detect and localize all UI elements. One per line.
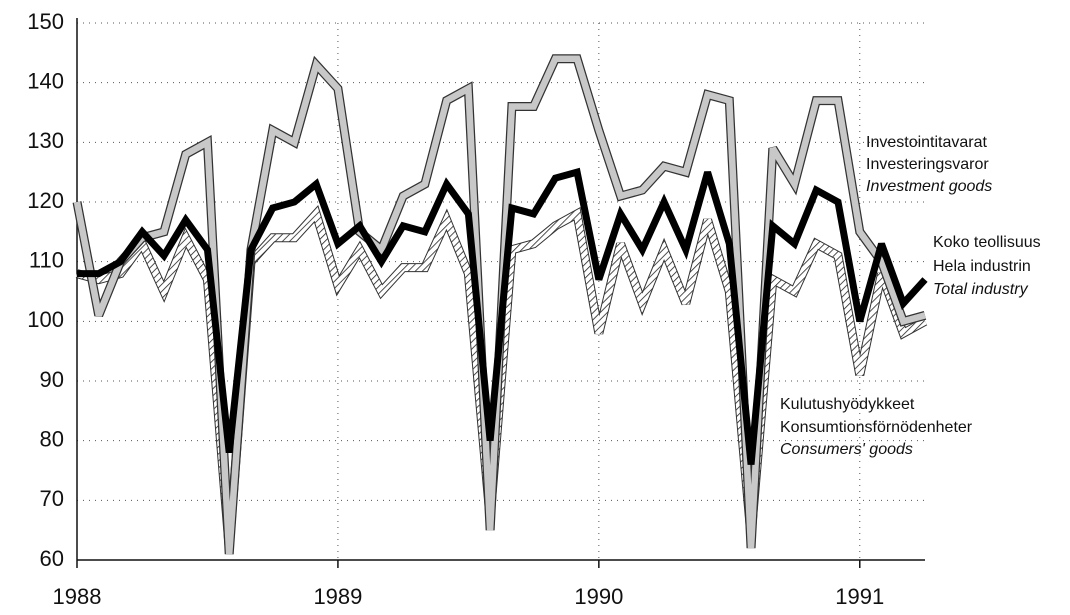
y-tick-label: 120 [27,188,64,213]
y-tick-label: 140 [27,68,64,93]
series-label: Total industry [933,281,1029,298]
y-tick-label: 60 [40,546,64,571]
series-label: Kulutushyödykkeet [780,396,915,413]
series-label: Hela industrin [933,258,1031,275]
y-tick-label: 80 [40,426,64,451]
x-tick-label: 1989 [313,584,362,609]
series-label: Consumers' goods [780,441,913,458]
y-tick-label: 130 [27,128,64,153]
series-label: Investment goods [866,178,992,195]
x-tick-label: 1990 [574,584,623,609]
y-tick-label: 110 [29,247,64,272]
series-label: Konsumtionsförnödenheter [780,419,973,436]
y-tick-label: 100 [27,307,64,332]
x-tick-label: 1988 [53,584,102,609]
series-label: Investointitavarat [866,134,988,151]
series-label: Koko teollisuus [933,234,1041,251]
series-label: Investeringsvaror [866,156,989,173]
series-line [77,167,928,465]
y-tick-label: 70 [40,486,64,511]
x-tick-label: 1991 [835,584,884,609]
y-tick-label: 90 [40,367,64,392]
y-tick-label: 150 [27,9,64,34]
